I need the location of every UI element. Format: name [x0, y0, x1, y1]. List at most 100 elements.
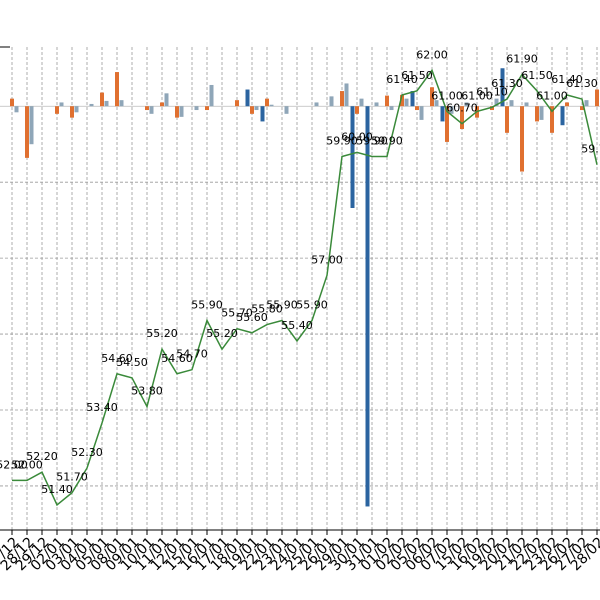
bar	[55, 106, 59, 114]
bar	[164, 93, 169, 107]
bar	[565, 102, 569, 107]
bar	[400, 94, 404, 107]
bar	[535, 106, 539, 122]
data-label: 59.90	[326, 134, 358, 147]
bar	[269, 104, 274, 107]
bar	[464, 102, 469, 107]
data-label: 53.40	[86, 401, 118, 414]
bar	[205, 106, 209, 111]
bar	[14, 106, 19, 113]
bar	[265, 98, 269, 107]
data-label: 59.90	[356, 134, 388, 147]
bar	[560, 106, 565, 126]
bar	[580, 106, 584, 111]
bar	[340, 91, 344, 107]
bar	[260, 106, 265, 122]
bar	[539, 106, 544, 120]
bar	[359, 98, 364, 107]
data-label: 51.40	[41, 483, 73, 496]
bar	[245, 89, 250, 107]
data-label: 55.90	[296, 298, 328, 311]
bar	[430, 87, 434, 107]
bar	[440, 106, 445, 122]
data-label: 61.90	[506, 52, 538, 65]
bar	[500, 68, 505, 107]
data-label: 53.80	[131, 385, 163, 398]
bar	[10, 98, 14, 107]
bar	[584, 100, 589, 107]
data-label: 54.60	[101, 352, 133, 365]
data-label: 54.50	[116, 356, 148, 369]
data-label: 61.40	[386, 73, 418, 86]
bar	[385, 95, 389, 107]
bar	[415, 106, 419, 111]
data-label: 55.20	[146, 327, 178, 340]
data-label: 61.00	[431, 89, 463, 102]
data-label: 57.00	[311, 253, 343, 266]
bar	[115, 72, 119, 107]
bar	[145, 106, 149, 111]
data-label: 55.70	[221, 307, 253, 320]
bar	[490, 106, 494, 111]
bar	[404, 98, 409, 107]
bar	[74, 106, 79, 113]
data-label: 60.70	[446, 102, 478, 115]
bar	[449, 106, 454, 114]
bar	[29, 106, 34, 145]
data-label: 59.90	[371, 134, 403, 147]
bar	[254, 106, 259, 111]
bar	[595, 89, 599, 107]
bar	[160, 102, 164, 107]
bar	[89, 103, 94, 107]
bar	[550, 106, 554, 133]
data-label: 52.30	[71, 446, 103, 459]
bar	[355, 106, 359, 114]
line	[12, 68, 598, 507]
bar	[100, 92, 104, 107]
bar	[314, 102, 319, 107]
data-label: 61.00	[536, 89, 568, 102]
bar	[350, 106, 355, 208]
data-label: 55.60	[236, 311, 268, 324]
data-label: 60.00	[341, 130, 373, 143]
data-label: 59.70	[581, 143, 600, 156]
bar	[329, 96, 334, 107]
bar	[389, 106, 394, 111]
data-label: 61.50	[401, 69, 433, 82]
bar	[365, 106, 370, 507]
bar	[505, 106, 509, 133]
data-label: 62.00	[416, 48, 448, 61]
bar	[524, 102, 529, 107]
data-label: 61.30	[491, 77, 523, 90]
bar	[250, 106, 254, 114]
bar	[149, 106, 154, 114]
data-label: 61.10	[476, 85, 508, 98]
data-label: 61.30	[566, 77, 598, 90]
bar	[175, 106, 179, 118]
bar	[194, 106, 199, 111]
data-label: 52.20	[26, 450, 58, 463]
bar	[520, 106, 524, 172]
bar	[59, 102, 64, 107]
data-label: 52.00	[11, 458, 43, 471]
bar	[494, 98, 499, 107]
bar	[460, 106, 464, 130]
bar	[344, 83, 349, 107]
bar	[374, 102, 379, 107]
data-label: 52.00	[0, 458, 28, 471]
bar	[209, 84, 214, 107]
data-label: 55.40	[281, 319, 313, 332]
bar	[284, 106, 289, 114]
bar	[445, 106, 449, 142]
bar	[25, 106, 29, 158]
data-label: 55.90	[191, 298, 223, 311]
data-label: 55.20	[206, 327, 238, 340]
data-label: 61.40	[551, 73, 583, 86]
bar	[410, 91, 415, 107]
bar	[434, 100, 439, 107]
bar	[70, 106, 74, 118]
data-label: 55.80	[251, 303, 283, 316]
bar	[419, 106, 424, 120]
bar	[179, 106, 184, 117]
